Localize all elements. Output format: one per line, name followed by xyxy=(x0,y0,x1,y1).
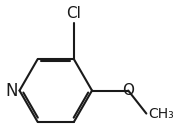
Text: O: O xyxy=(122,83,134,98)
Text: CH₃: CH₃ xyxy=(148,107,174,121)
Text: N: N xyxy=(5,82,17,100)
Text: Cl: Cl xyxy=(66,6,81,21)
